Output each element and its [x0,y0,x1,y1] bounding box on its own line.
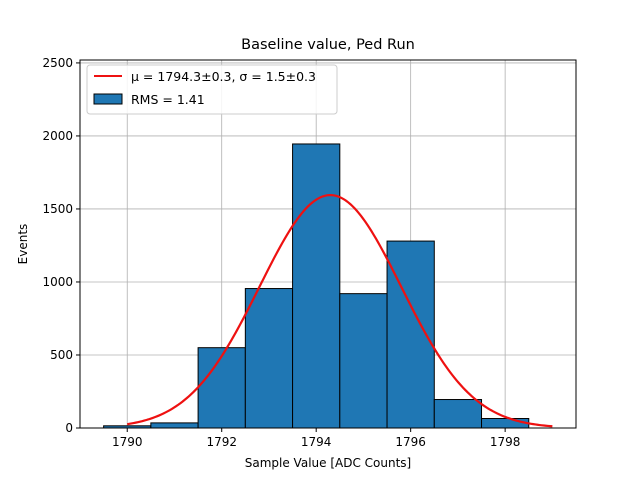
legend-histogram-swatch [93,93,123,105]
legend-rms-label: RMS = 1.41 [131,92,205,107]
y-tick-label: 2500 [42,56,73,70]
y-tick-label: 500 [50,348,73,362]
x-tick-label: 1792 [206,435,237,449]
plot-frame [79,59,577,429]
y-tick-label: 0 [65,421,73,435]
x-tick-label: 1796 [395,435,426,449]
histogram-bar [292,143,341,429]
histogram-bar [244,288,294,429]
gaussian-fit [127,193,553,428]
histogram-bar [433,399,483,429]
fit-curve [127,193,553,428]
x-tick-label: 1794 [301,435,332,449]
legend-box [86,64,338,115]
y-tick-label: 1000 [42,275,73,289]
histogram-bar [339,293,388,429]
x-tick-label: 1790 [112,435,143,449]
histogram-bar [197,347,246,429]
x-tick-label: 1798 [490,435,521,449]
histogram-bar [150,422,199,429]
y-tick-label: 1500 [42,202,73,216]
y-tick-label: 2000 [42,129,73,143]
axis-ticks: 1790 1792 1794 1796 1798 0 500 1000 1500 2000 2500 [42,56,520,449]
y-axis-title: Events [16,224,30,265]
legend: μ = 1794.3±0.3, σ = 1.5±0.3 RMS = 1.41 [86,64,338,115]
legend-fit-label: μ = 1794.3±0.3, σ = 1.5±0.3 [131,69,316,84]
x-axis-title: Sample Value [ADC Counts] [245,456,411,470]
chart-title: Baseline value, Ped Run [241,37,415,53]
histogram-bar [481,418,530,429]
